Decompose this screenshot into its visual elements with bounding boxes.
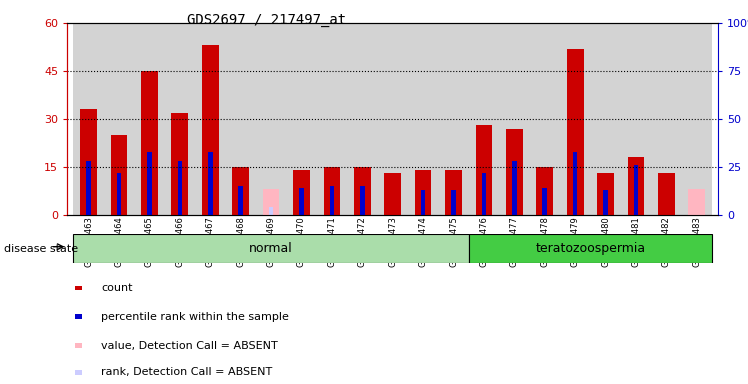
Bar xyxy=(360,186,364,215)
Bar xyxy=(141,71,158,215)
Text: teratozoospermia: teratozoospermia xyxy=(536,242,646,255)
Bar xyxy=(530,23,560,215)
Bar xyxy=(542,188,547,215)
Bar xyxy=(104,23,134,215)
Bar xyxy=(233,167,249,215)
Bar xyxy=(171,113,188,215)
Bar xyxy=(147,152,152,215)
Bar xyxy=(681,23,712,215)
Bar xyxy=(354,167,371,215)
Bar xyxy=(324,167,340,215)
Bar xyxy=(286,23,316,215)
Bar xyxy=(628,157,644,215)
Bar xyxy=(688,189,705,215)
Bar xyxy=(451,190,456,215)
Bar xyxy=(445,170,462,215)
Bar xyxy=(567,49,583,215)
Bar xyxy=(590,23,621,215)
Bar xyxy=(225,23,256,215)
Bar xyxy=(634,165,638,215)
Bar xyxy=(482,173,486,215)
Text: disease state: disease state xyxy=(4,244,78,254)
Bar xyxy=(469,23,499,215)
Text: value, Detection Call = ABSENT: value, Detection Call = ABSENT xyxy=(101,341,278,351)
Bar xyxy=(86,161,91,215)
Bar xyxy=(658,174,675,215)
Bar xyxy=(438,23,469,215)
Bar xyxy=(330,186,334,215)
Bar xyxy=(347,23,378,215)
Bar xyxy=(512,161,517,215)
Bar xyxy=(499,23,530,215)
Bar xyxy=(316,23,347,215)
Bar xyxy=(256,23,286,215)
Bar xyxy=(421,190,426,215)
Bar xyxy=(378,23,408,215)
Text: normal: normal xyxy=(249,242,293,255)
Bar xyxy=(73,23,104,215)
Bar xyxy=(384,174,401,215)
Bar xyxy=(299,188,304,215)
Text: rank, Detection Call = ABSENT: rank, Detection Call = ABSENT xyxy=(101,367,272,377)
Bar xyxy=(652,23,681,215)
Bar xyxy=(111,135,127,215)
Bar xyxy=(414,170,432,215)
Bar xyxy=(195,23,225,215)
Bar xyxy=(263,189,280,215)
Bar xyxy=(239,186,243,215)
Bar xyxy=(293,170,310,215)
Bar xyxy=(573,152,577,215)
Bar xyxy=(597,174,614,215)
Bar xyxy=(73,234,469,263)
Bar xyxy=(621,23,652,215)
Bar xyxy=(134,23,165,215)
Bar xyxy=(469,234,712,263)
Bar xyxy=(165,23,195,215)
Text: percentile rank within the sample: percentile rank within the sample xyxy=(101,312,289,322)
Bar xyxy=(117,173,121,215)
Bar xyxy=(476,126,492,215)
Bar xyxy=(208,152,212,215)
Text: GDS2697 / 217497_at: GDS2697 / 217497_at xyxy=(187,13,346,27)
Bar xyxy=(408,23,438,215)
Bar xyxy=(604,190,608,215)
Bar xyxy=(80,109,97,215)
Bar xyxy=(269,207,273,215)
Bar xyxy=(560,23,590,215)
Bar xyxy=(506,129,523,215)
Text: count: count xyxy=(101,283,132,293)
Bar xyxy=(536,167,553,215)
Bar xyxy=(177,161,182,215)
Bar xyxy=(202,45,218,215)
